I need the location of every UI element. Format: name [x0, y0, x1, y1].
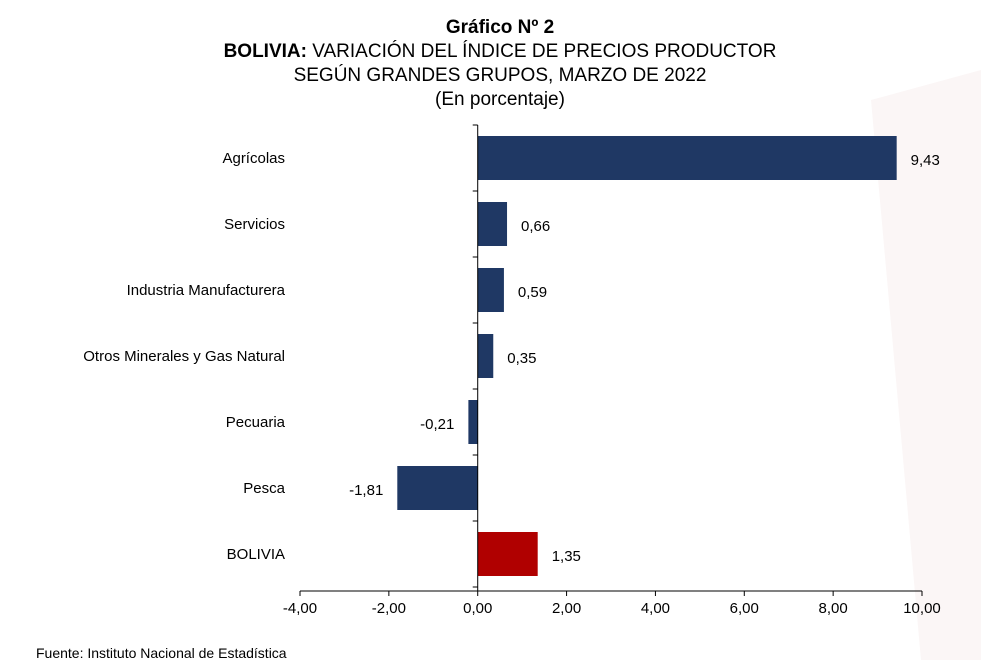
chart-unit: (En porcentaje) — [435, 89, 565, 110]
bar-1 — [477, 202, 508, 246]
x-tick-label: 8,00 — [819, 600, 848, 617]
data-label: 0,35 — [507, 350, 536, 367]
watermark-logo — [861, 60, 981, 660]
x-tick-label: 2,00 — [552, 600, 581, 617]
x-tick-label: 4,00 — [641, 600, 670, 617]
chart-title-rest: VARIACIÓN DEL ÍNDICE DE PRECIOS PRODUCTO… — [306, 41, 777, 62]
x-tick-label: 6,00 — [730, 600, 759, 617]
data-label: -1,81 — [349, 482, 383, 499]
category-label: Industria Manufacturera — [127, 282, 286, 299]
x-tick-label: -4,00 — [283, 600, 317, 617]
bar-6 — [477, 532, 538, 576]
data-label: 0,59 — [518, 284, 547, 301]
chart-title-country: BOLIVIA: — [223, 41, 307, 62]
data-label: -0,21 — [420, 416, 454, 433]
chart-number: Gráfico Nº 2 — [445, 17, 555, 38]
category-label: Agrícolas — [222, 150, 285, 167]
bar-0 — [477, 136, 897, 180]
chart-title-line2: SEGÚN GRANDES GRUPOS, MARZO DE 2022 — [293, 65, 707, 86]
data-label: 1,35 — [552, 548, 581, 565]
x-tick-label: -2,00 — [372, 600, 406, 617]
category-label: BOLIVIA — [227, 546, 285, 563]
x-tick-label: 0,00 — [463, 600, 492, 617]
data-label: 9,43 — [911, 152, 940, 169]
category-label: Pecuaria — [226, 414, 286, 431]
category-label: Pesca — [243, 480, 285, 497]
chart-heading: Gráfico Nº 2 BOLIVIA: VARIACIÓN DEL ÍNDI… — [0, 16, 981, 112]
x-tick-label: 10,00 — [903, 600, 941, 617]
bar-5 — [397, 466, 478, 510]
bar-2 — [477, 268, 504, 312]
category-label: Servicios — [224, 216, 285, 233]
category-label: Otros Minerales y Gas Natural — [83, 348, 285, 365]
data-label: 0,66 — [521, 218, 550, 235]
bar-3 — [477, 334, 494, 378]
chart-title-line1: BOLIVIA: VARIACIÓN DEL ÍNDICE DE PRECIOS… — [0, 40, 981, 64]
source-note: Fuente: Instituto Nacional de Estadístic… — [36, 645, 287, 661]
bar-4 — [468, 400, 478, 444]
